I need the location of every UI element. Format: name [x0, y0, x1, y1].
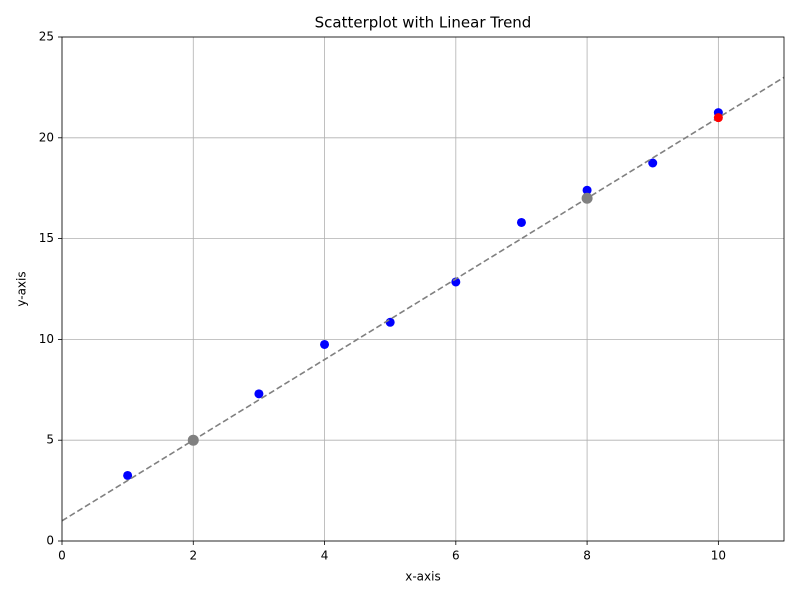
scatter-point — [648, 158, 658, 168]
y-tick-label: 0 — [46, 534, 54, 548]
x-tick-label: 6 — [452, 549, 460, 563]
scatter-point — [581, 192, 593, 204]
x-tick-label: 8 — [583, 549, 591, 563]
scatter-point — [187, 434, 199, 446]
x-tick-label: 0 — [58, 549, 66, 563]
scatter-point — [385, 317, 395, 327]
grid-layer — [61, 36, 784, 542]
y-tick-label: 5 — [46, 433, 54, 447]
y-tick-label: 20 — [39, 130, 54, 144]
data-layer — [62, 76, 784, 522]
scatter-point — [516, 217, 526, 227]
x-axis-label: x-axis — [405, 570, 440, 584]
scatter-point — [254, 389, 264, 399]
scatter-point — [713, 113, 723, 123]
y-tick-label: 15 — [39, 231, 54, 245]
x-tick-label: 2 — [189, 549, 197, 563]
scatter-point — [320, 339, 330, 349]
y-axis-label: y-axis — [15, 271, 29, 306]
x-tick-label: 10 — [711, 549, 726, 563]
y-tick-label: 25 — [39, 30, 54, 44]
scatter-point — [582, 185, 592, 195]
chart-title: Scatterplot with Linear Trend — [315, 14, 532, 32]
plot-frame — [61, 36, 785, 542]
axis-layer: 0 2 4 6 8 10 0 5 10 15 20 25 — [39, 30, 726, 563]
x-tick-label: 4 — [321, 549, 329, 563]
y-tick-label: 10 — [39, 332, 54, 346]
trend-line — [62, 76, 784, 522]
scatter-point — [123, 470, 133, 480]
